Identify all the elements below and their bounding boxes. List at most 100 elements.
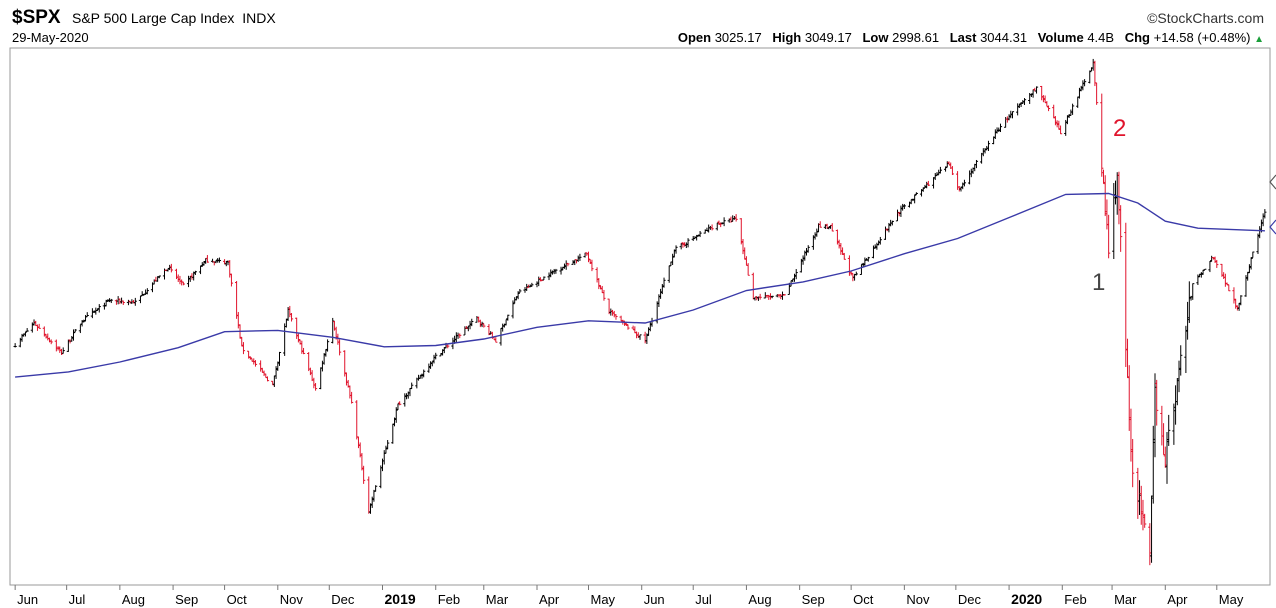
price-bar xyxy=(85,312,89,318)
price-bar xyxy=(938,166,943,174)
price-bar xyxy=(586,251,591,263)
price-bar xyxy=(13,343,17,348)
x-tick-label: Oct xyxy=(227,592,248,607)
price-bar xyxy=(698,231,702,238)
price-bar xyxy=(386,440,390,450)
price-bar xyxy=(470,318,474,327)
price-bar xyxy=(253,360,258,367)
price-bar xyxy=(248,356,252,360)
price-bar xyxy=(313,382,318,391)
high-value: 3049.17 xyxy=(804,30,852,45)
price-bar xyxy=(1203,268,1207,271)
price-bar xyxy=(516,291,520,300)
x-tick-label: 2019 xyxy=(385,591,416,607)
high-label: High xyxy=(772,30,802,45)
price-bar xyxy=(614,314,618,320)
price-bar xyxy=(1070,103,1075,115)
price-bar xyxy=(97,304,101,313)
brand-label[interactable]: ©StockCharts.com xyxy=(1147,10,1264,26)
price-bar xyxy=(974,159,979,169)
last-price-marker xyxy=(1269,174,1276,190)
x-tick-label: Feb xyxy=(438,592,460,607)
price-bar xyxy=(818,221,822,228)
price-bar xyxy=(157,275,161,279)
price-bar xyxy=(1058,125,1063,135)
price-bar xyxy=(1191,283,1195,300)
price-bar xyxy=(518,288,522,294)
low-value: 2998.61 xyxy=(892,30,940,45)
price-bar xyxy=(926,180,930,186)
x-tick-label: Jun xyxy=(644,592,665,607)
price-bar xyxy=(1022,98,1027,105)
price-bar xyxy=(758,293,762,300)
x-tick-label: Aug xyxy=(748,592,771,607)
price-bar xyxy=(998,123,1003,133)
price-bar xyxy=(1249,257,1253,270)
price-bar xyxy=(890,220,894,226)
price-bar xyxy=(1010,111,1015,119)
price-bar xyxy=(458,333,462,339)
price-bar xyxy=(554,268,558,274)
x-tick-label: Nov xyxy=(280,592,304,607)
price-bar xyxy=(37,323,41,329)
x-tick-label: Sep xyxy=(175,592,198,607)
x-tick-label: Jul xyxy=(69,592,86,607)
price-bar xyxy=(25,328,29,332)
price-bar xyxy=(1100,93,1104,177)
price-bar xyxy=(842,252,846,260)
exchange-label: INDX xyxy=(242,10,276,26)
x-tick-label: Mar xyxy=(486,592,509,607)
price-bar xyxy=(289,313,294,322)
price-bar xyxy=(1179,345,1183,376)
low-label: Low xyxy=(862,30,889,45)
price-bar xyxy=(566,262,570,267)
chg-label: Chg xyxy=(1124,30,1150,45)
chart-header: $SPX S&P 500 Large Cap Index INDX 29-May… xyxy=(6,2,1270,50)
x-tick-label: Apr xyxy=(539,592,560,607)
price-bar xyxy=(350,391,354,404)
price-bar xyxy=(638,334,642,340)
x-tick-label: 2020 xyxy=(1011,591,1042,607)
price-bar xyxy=(1215,259,1219,268)
x-tick-label: Sep xyxy=(802,592,825,607)
annotation-1: 1 xyxy=(1092,269,1105,296)
price-bar xyxy=(962,179,967,187)
x-tick-label: Jun xyxy=(17,592,38,607)
price-bar xyxy=(337,339,342,356)
chart-date: 29-May-2020 xyxy=(12,30,89,45)
price-bar xyxy=(578,253,582,261)
price-bar xyxy=(854,271,858,276)
price-bar xyxy=(902,204,906,210)
x-tick-label: Aug xyxy=(122,592,145,607)
price-bar xyxy=(1131,438,1135,488)
price-bar xyxy=(806,245,810,253)
price-bar xyxy=(866,256,870,262)
price-bar xyxy=(487,324,491,336)
price-bar xyxy=(950,166,955,175)
index-name-text: S&P 500 Large Cap Index xyxy=(72,10,235,26)
price-bar xyxy=(374,485,378,492)
x-tick-label: Jul xyxy=(695,592,712,607)
price-bar xyxy=(205,255,210,263)
price-bar xyxy=(935,172,939,176)
price-bar xyxy=(782,294,786,296)
volume-value: 4.4B xyxy=(1087,30,1115,45)
x-tick-label: May xyxy=(591,592,616,607)
x-tick-label: May xyxy=(1219,592,1244,607)
price-bar xyxy=(480,321,484,328)
price-bar xyxy=(1143,513,1147,528)
price-bar xyxy=(1155,379,1159,426)
moving-average-line xyxy=(15,192,1265,378)
price-bar xyxy=(398,401,402,406)
price-bar xyxy=(734,214,738,222)
price-bar xyxy=(1083,79,1087,87)
price-bar xyxy=(169,263,173,273)
price-bar xyxy=(109,298,113,304)
price-bar xyxy=(1208,261,1212,273)
price-bar xyxy=(73,329,77,333)
price-bar xyxy=(943,166,948,172)
price-bar xyxy=(49,339,53,345)
x-tick-label: Dec xyxy=(958,592,982,607)
x-tick-label: Apr xyxy=(1167,592,1188,607)
open-value: 3025.17 xyxy=(714,30,762,45)
